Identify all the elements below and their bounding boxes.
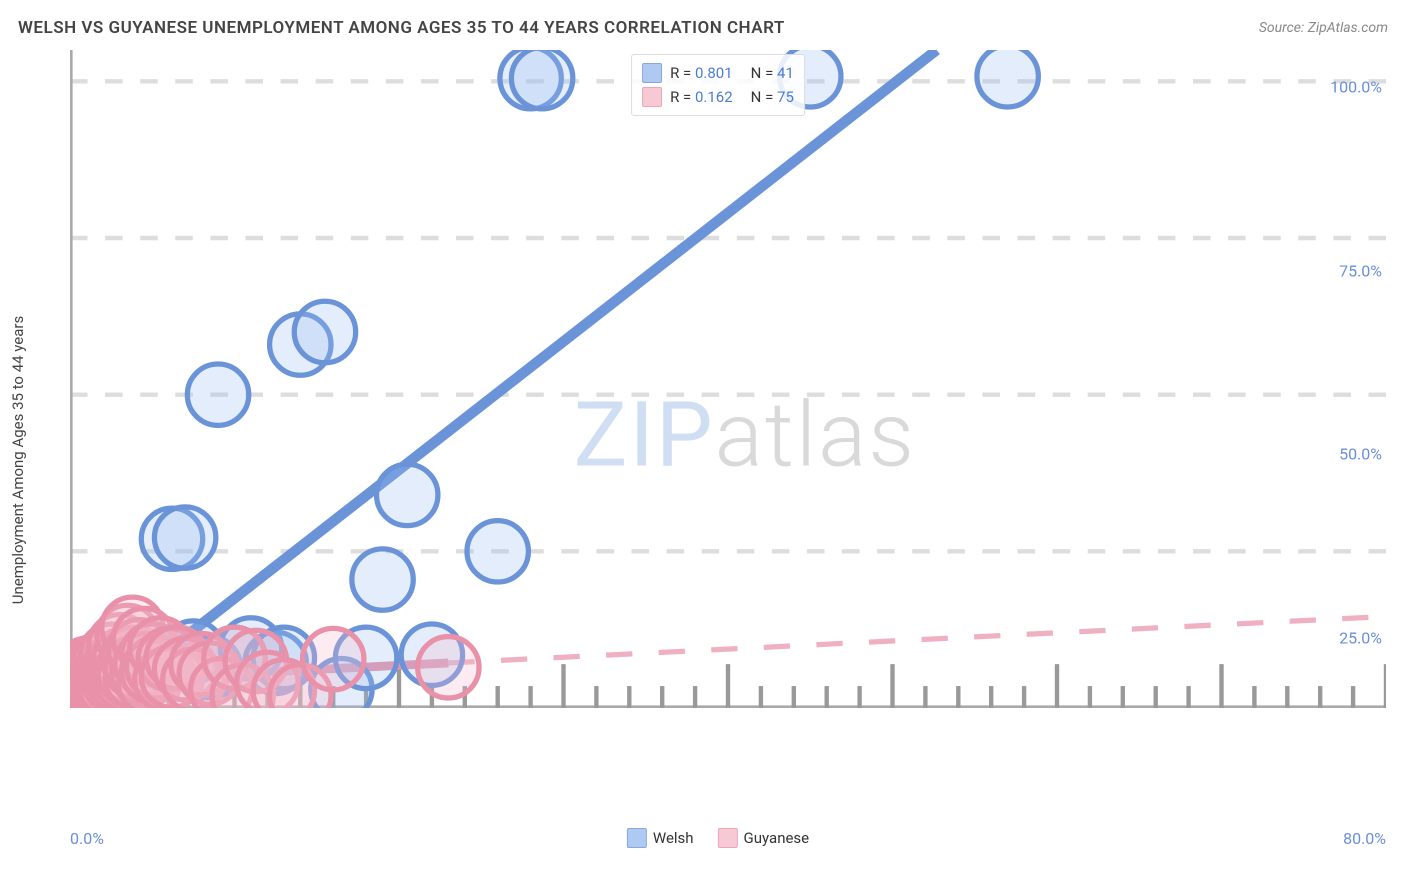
x-tick-label: 80.0% xyxy=(1343,829,1386,848)
chart-header: WELSH VS GUYANESE UNEMPLOYMENT AMONG AGE… xyxy=(18,18,1388,38)
chart-title: WELSH VS GUYANESE UNEMPLOYMENT AMONG AGE… xyxy=(18,18,785,38)
legend-n: N = 75 xyxy=(751,88,794,106)
legend-n: N = 41 xyxy=(751,64,794,82)
legend-stats: R = 0.801 N = 41 R = 0.162 N = 75 xyxy=(631,54,805,116)
legend-r: R = 0.162 xyxy=(670,88,733,106)
legend-stat-row: R = 0.801 N = 41 xyxy=(642,61,794,85)
legend-r: R = 0.801 xyxy=(670,64,733,82)
legend-swatch xyxy=(642,63,662,83)
legend-swatch xyxy=(627,828,647,848)
chart-container: Unemployment Among Ages 35 to 44 years Z… xyxy=(50,50,1386,852)
y-axis-label: Unemployment Among Ages 35 to 44 years xyxy=(9,316,27,604)
scatter-plot xyxy=(70,50,1386,708)
legend-label: Guyanese xyxy=(744,829,810,847)
chart-source: Source: ZipAtlas.com xyxy=(1259,20,1388,36)
legend-item: Guyanese xyxy=(718,828,810,848)
legend-swatch xyxy=(642,87,662,107)
legend-label: Welsh xyxy=(653,829,694,847)
legend-item: Welsh xyxy=(627,828,694,848)
source-prefix: Source: xyxy=(1259,20,1308,36)
legend-swatch xyxy=(718,828,738,848)
x-tick-label: 0.0% xyxy=(70,829,104,848)
legend-stat-row: R = 0.162 N = 75 xyxy=(642,85,794,109)
source-name: ZipAtlas.com xyxy=(1308,20,1388,36)
legend-series: Welsh Guyanese xyxy=(627,828,809,848)
